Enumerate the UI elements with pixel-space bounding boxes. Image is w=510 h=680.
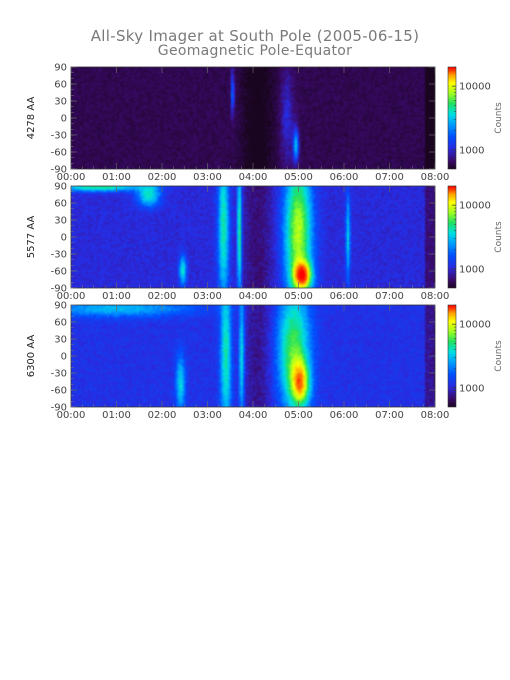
x-tick-label: 06:00 <box>330 291 359 302</box>
x-tick-label: 04:00 <box>239 172 268 183</box>
y-tick-label: -60 <box>51 148 67 159</box>
x-tick-label: 08:00 <box>421 172 450 183</box>
colorbar <box>447 304 457 408</box>
x-tick-label: 05:00 <box>284 291 313 302</box>
x-tick-label: 05:00 <box>284 410 313 421</box>
x-tick-label: 00:00 <box>57 172 86 183</box>
x-tick-label: 03:00 <box>193 291 222 302</box>
y-tick-label: -60 <box>51 267 67 278</box>
heatmap-image <box>71 186 435 288</box>
x-tick-label: 07:00 <box>375 172 404 183</box>
chart-subtitle: Geomagnetic Pole-Equator <box>158 43 352 59</box>
colorbar-tick-label: 10000 <box>459 82 491 93</box>
y-tick-label: 90 <box>54 63 67 74</box>
y-tick-label: -60 <box>51 386 67 397</box>
panel-label: 5577 AA <box>26 216 37 259</box>
colorbar-tick-label: 10000 <box>459 201 491 212</box>
x-tick-label: 07:00 <box>375 410 404 421</box>
y-tick-label: 0 <box>61 114 67 125</box>
y-tick-label: 90 <box>54 182 67 193</box>
heatmap-image <box>71 67 435 169</box>
y-tick-label: -90 <box>51 284 67 295</box>
x-tick-label: 08:00 <box>421 291 450 302</box>
x-tick-label: 04:00 <box>239 410 268 421</box>
x-tick-label: 03:00 <box>193 172 222 183</box>
x-tick-label: 03:00 <box>193 410 222 421</box>
x-tick-label: 02:00 <box>148 410 177 421</box>
panel-label: 6300 AA <box>26 335 37 378</box>
heatmap-image <box>71 305 435 407</box>
x-tick-label: 04:00 <box>239 291 268 302</box>
x-tick-label: 02:00 <box>148 172 177 183</box>
y-tick-label: 30 <box>54 335 67 346</box>
y-tick-label: 0 <box>61 352 67 363</box>
x-tick-label: 00:00 <box>57 410 86 421</box>
x-tick-label: 06:00 <box>330 172 359 183</box>
y-tick-label: -30 <box>51 369 67 380</box>
x-tick-label: 08:00 <box>421 410 450 421</box>
x-tick-label: 01:00 <box>102 291 131 302</box>
x-tick-label: 01:00 <box>102 172 131 183</box>
x-tick-label: 00:00 <box>57 291 86 302</box>
colorbar-label: Counts <box>494 102 504 134</box>
x-tick-label: 01:00 <box>102 410 131 421</box>
colorbar <box>447 66 457 170</box>
colorbar-label: Counts <box>494 221 504 253</box>
y-tick-label: -90 <box>51 403 67 414</box>
y-tick-label: 30 <box>54 216 67 227</box>
y-tick-label: -90 <box>51 165 67 176</box>
colorbar-tick-label: 10000 <box>459 320 491 331</box>
y-tick-label: 60 <box>54 199 67 210</box>
chart-title: All-Sky Imager at South Pole (2005-06-15… <box>91 27 419 45</box>
y-tick-label: 30 <box>54 97 67 108</box>
y-tick-label: -30 <box>51 131 67 142</box>
colorbar <box>447 185 457 289</box>
panel-label: 4278 AA <box>26 97 37 140</box>
x-tick-label: 02:00 <box>148 291 177 302</box>
colorbar-tick-label: 1000 <box>459 264 484 275</box>
y-tick-label: 90 <box>54 301 67 312</box>
colorbar-tick-label: 1000 <box>459 383 484 394</box>
y-tick-label: 60 <box>54 318 67 329</box>
x-tick-label: 07:00 <box>375 291 404 302</box>
y-tick-label: 0 <box>61 233 67 244</box>
y-tick-label: 60 <box>54 80 67 91</box>
y-tick-label: -30 <box>51 250 67 261</box>
colorbar-tick-label: 1000 <box>459 145 484 156</box>
x-tick-label: 06:00 <box>330 410 359 421</box>
x-tick-label: 05:00 <box>284 172 313 183</box>
colorbar-label: Counts <box>494 340 504 372</box>
